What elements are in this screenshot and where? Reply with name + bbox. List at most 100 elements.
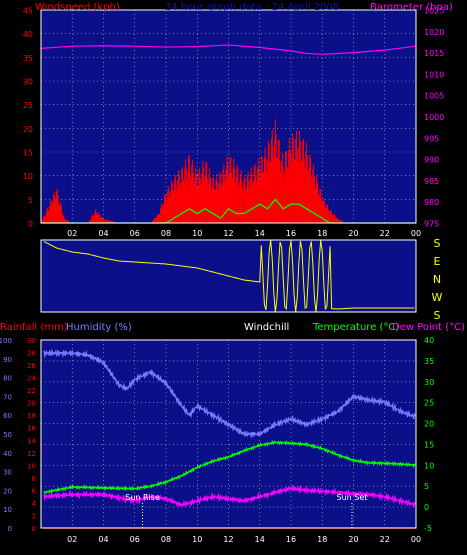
rainfall-tick-label: 0	[32, 525, 36, 533]
barometer-line	[40, 44, 417, 55]
barometer-tick-label: 1020	[424, 28, 444, 37]
humidity-line	[43, 348, 416, 439]
barometer-tick-label: 1025	[424, 7, 444, 16]
barometer-tick-label: 975	[424, 220, 439, 229]
compass-label: N	[433, 273, 441, 286]
humidity-axis-ticks: 0 10 20 30 40 50 60 70 80 90 100	[0, 337, 12, 533]
temperature-tick-label: 0	[424, 503, 429, 512]
x-tick-label: 02	[67, 535, 77, 544]
windspeed-tick-label: 10	[23, 172, 33, 181]
temperature-tick-label: 30	[424, 378, 434, 387]
temperature-tick-label: -5	[424, 524, 432, 533]
humidity-tick-label: 10	[3, 506, 12, 514]
temperature-tick-label: 10	[424, 461, 434, 470]
windspeed-tick-label: 45	[23, 7, 33, 16]
x-tick-label: 04	[98, 229, 108, 238]
dew-point-legend: Dew Point (°C)	[392, 322, 465, 333]
rainfall-tick-label: 22	[27, 387, 36, 395]
humidity-tick-label: 80	[3, 375, 12, 383]
x-tick-label: 00	[411, 229, 421, 238]
humidity-legend: Humidity (%)	[66, 322, 132, 333]
humidity-tick-label: 70	[3, 393, 12, 401]
temperature-line	[43, 439, 416, 495]
windspeed-tick-label: 0	[28, 220, 33, 229]
x-tick-label: 14	[255, 535, 265, 544]
x-tick-label: 08	[161, 535, 171, 544]
chart-title: 24 hour graph data - 24 April 2008	[165, 2, 339, 13]
windspeed-tick-label: 35	[23, 54, 33, 63]
windspeed-tick-label: 25	[23, 101, 33, 110]
temperature-axis-ticks: -5 0 5 10 15 20 25 30 35 40	[424, 336, 434, 533]
windspeed-tick-label: 40	[23, 30, 33, 39]
barometer-tick-label: 985	[424, 177, 439, 186]
wind-baro-x-ticks: 02 04 06 08 10 12 14 16 18 20 22 00	[67, 229, 421, 238]
windspeed-tick-label: 30	[23, 78, 33, 87]
barometer-tick-label: 1005	[424, 92, 444, 101]
barometer-tick-label: 1015	[424, 49, 444, 58]
temperature-tick-label: 5	[424, 482, 429, 491]
rainfall-tick-label: 20	[27, 400, 36, 408]
barometer-tick-label: 980	[424, 198, 439, 207]
barometer-tick-label: 1010	[424, 70, 444, 79]
temperature-tick-label: 40	[424, 336, 434, 345]
barometer-axis-ticks: 975 980 985 990 995 1000 1005 1010 1015 1020 1025	[424, 7, 444, 229]
rainfall-tick-label: 4	[32, 500, 37, 508]
windspeed-axis-label: Windspeed (kph)	[35, 2, 120, 13]
humidity-tick-label: 50	[3, 431, 12, 439]
sun-marker-label: Sun Set	[336, 493, 367, 502]
x-tick-label: 04	[98, 535, 108, 544]
windspeed-axis-ticks: 0 5 10 15 20 25 30 35 40 45	[23, 7, 33, 229]
temp-humidity-plot-border	[40, 339, 417, 529]
rainfall-tick-label: 12	[27, 450, 36, 458]
rainfall-tick-label: 28	[27, 350, 36, 358]
humidity-tick-label: 100	[0, 337, 12, 345]
barometer-axis-label: Barometer (hpa)	[370, 2, 453, 13]
temperature-tick-label: 15	[424, 440, 434, 449]
windspeed-tick-label: 5	[28, 196, 33, 205]
humidity-tick-label: 30	[3, 469, 12, 477]
x-tick-label: 06	[130, 229, 140, 238]
temp-humidity-x-ticks: 02 04 06 08 10 12 14 16 18 20 22 00	[67, 535, 421, 544]
rainfall-legend: Rainfall (mm)	[0, 322, 68, 333]
x-tick-label: 18	[317, 229, 327, 238]
humidity-tick-label: 40	[3, 450, 12, 458]
wind-direction-series	[43, 240, 415, 313]
wind-baro-series	[40, 44, 417, 224]
sun-annotations: Sun Rise Sun Set	[125, 493, 367, 528]
wind-baro-plot-border	[40, 9, 417, 224]
humidity-tick-label: 90	[3, 356, 12, 364]
rainfall-tick-label: 24	[27, 375, 36, 383]
x-tick-label: 22	[380, 229, 390, 238]
rainfall-tick-label: 18	[27, 412, 36, 420]
x-tick-label: 14	[255, 229, 265, 238]
rainfall-tick-label: 8	[32, 475, 36, 483]
temperature-legend: Temperature (°C)	[312, 322, 399, 333]
windspeed-tick-label: 15	[23, 149, 33, 158]
wind-direction-plot-border	[40, 239, 417, 313]
rainfall-tick-label: 16	[27, 425, 36, 433]
temperature-tick-label: 25	[424, 399, 434, 408]
rainfall-tick-label: 26	[27, 362, 36, 370]
x-tick-label: 18	[317, 535, 327, 544]
compass-label: S	[434, 237, 441, 250]
wind-direction-line	[43, 240, 415, 313]
x-tick-label: 16	[286, 535, 296, 544]
x-tick-label: 12	[223, 535, 233, 544]
rainfall-tick-label: 6	[32, 487, 37, 495]
barometer-tick-label: 1000	[424, 113, 444, 122]
x-tick-label: 10	[192, 229, 202, 238]
barometer-tick-label: 995	[424, 134, 439, 143]
x-tick-label: 20	[348, 535, 358, 544]
average-windspeed-line	[41, 198, 416, 224]
humidity-tick-label: 20	[3, 487, 12, 495]
x-tick-label: 00	[411, 535, 421, 544]
temperature-tick-label: 35	[424, 357, 434, 366]
x-tick-label: 10	[192, 535, 202, 544]
humidity-tick-label: 0	[8, 525, 12, 533]
compass-label: S	[434, 309, 441, 322]
compass-label: E	[434, 255, 441, 268]
rainfall-tick-label: 10	[27, 462, 36, 470]
